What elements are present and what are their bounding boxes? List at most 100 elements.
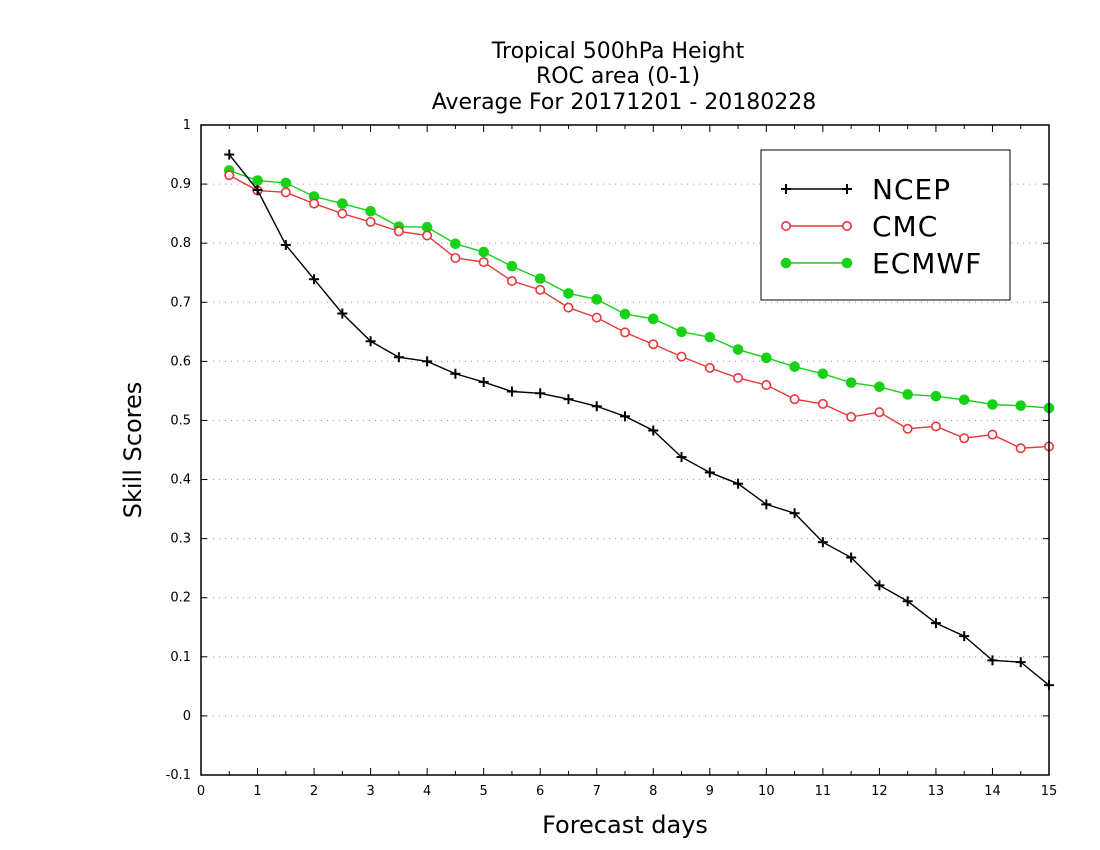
data-point-cmc: [930, 421, 941, 432]
data-point-ncep: [648, 425, 659, 436]
data-point-cmc: [959, 433, 970, 444]
data-point-ncep: [874, 580, 885, 591]
y-tick-label: 0.2: [170, 591, 191, 606]
data-point-cmc: [761, 379, 772, 390]
legend-entry-cmc: CMC: [780, 210, 937, 243]
data-point-ncep: [789, 508, 800, 519]
data-point-ecmwf: [902, 389, 913, 400]
legend-marker-left: [780, 257, 792, 269]
y-tick-label: 0.4: [170, 473, 191, 488]
data-point-ncep: [817, 537, 828, 548]
x-tick-label: 10: [758, 784, 775, 799]
y-tick-label: 0.1: [170, 650, 191, 665]
legend: NCEP CMC ECMWF: [760, 149, 1011, 301]
data-point-cmc: [591, 312, 602, 323]
data-point-cmc: [789, 394, 800, 405]
data-point-cmc: [280, 187, 291, 198]
data-point-ncep: [902, 596, 913, 607]
data-point-ncep: [591, 401, 602, 412]
data-point-cmc: [733, 372, 744, 383]
data-point-ecmwf: [534, 273, 546, 284]
data-point-cmc: [450, 252, 461, 263]
x-tick-label: 11: [815, 784, 832, 799]
data-point-ncep: [422, 356, 433, 367]
data-point-ncep: [535, 388, 546, 399]
data-point-cmc: [422, 230, 433, 241]
x-axis-ticks: 0 1 2 3 4 5 6 7 8 9 10 11 12 13 14 15: [197, 125, 1057, 799]
data-point-ncep: [224, 149, 235, 160]
data-point-ecmwf: [619, 308, 631, 320]
y-tick-label: 0.5: [170, 413, 191, 428]
chart-title-line-1: Tropical 500hPa Height: [491, 39, 745, 64]
x-axis-label: Forecast days: [542, 811, 708, 839]
data-point-cmc: [846, 411, 857, 422]
x-tick-label: 14: [984, 784, 1001, 799]
legend-label-ecmwf: ECMWF: [872, 247, 982, 280]
legend-marker-left: [780, 221, 791, 232]
data-point-ncep: [337, 308, 348, 319]
x-tick-label: 5: [480, 784, 488, 799]
data-point-ecmwf: [252, 175, 263, 186]
data-point-cmc: [619, 327, 630, 338]
x-tick-label: 9: [706, 784, 714, 799]
y-axis-label: Skill Scores: [119, 382, 147, 519]
data-point-cmc: [817, 398, 828, 409]
chart-title-line-3: Average For 20171201 - 20180228: [432, 90, 817, 115]
data-point-ecmwf: [506, 260, 518, 272]
x-tick-label: 4: [423, 784, 431, 799]
legend-marker-right: [841, 257, 853, 269]
x-tick-label: 15: [1041, 784, 1058, 799]
data-point-ecmwf: [930, 390, 942, 402]
y-axis-ticks: -0.1 0 0.1 0.2 0.3 0.4 0.5 0.6 0.7 0.8 0.9 1: [166, 118, 1049, 783]
series-layer: [223, 149, 1055, 691]
y-tick-label: 0: [183, 709, 191, 724]
data-point-ncep: [280, 239, 291, 250]
data-point-ecmwf: [337, 198, 348, 209]
data-point-ecmwf: [365, 205, 376, 217]
data-point-cmc: [506, 275, 517, 286]
series-ncep: [224, 149, 1054, 691]
data-point-cmc: [648, 339, 659, 350]
data-point-cmc: [535, 284, 546, 295]
x-tick-label: 1: [253, 784, 261, 799]
data-point-ncep: [478, 377, 489, 388]
data-point-ncep: [506, 386, 517, 397]
x-tick-label: 13: [928, 784, 945, 799]
y-tick-label: 0.6: [170, 354, 191, 369]
data-point-ncep: [563, 394, 574, 405]
data-point-ecmwf: [591, 294, 603, 305]
chart-title-line-2: ROC area (0-1): [536, 64, 700, 89]
data-point-ecmwf: [647, 313, 659, 325]
data-point-ncep: [252, 185, 263, 195]
data-point-ncep: [704, 467, 715, 478]
x-tick-label: 2: [310, 784, 318, 799]
data-point-cmc: [393, 226, 404, 237]
x-tick-label: 12: [871, 784, 888, 799]
data-point-ecmwf: [1015, 400, 1027, 411]
data-point-ncep: [846, 552, 857, 563]
y-tick-label: 0.8: [170, 236, 191, 251]
data-point-ncep: [676, 452, 687, 463]
data-point-ecmwf: [845, 377, 857, 388]
data-point-ecmwf: [874, 381, 885, 393]
data-point-ncep: [620, 411, 630, 422]
x-tick-label: 8: [649, 784, 657, 799]
data-point-cmc: [902, 423, 913, 434]
data-point-cmc: [874, 407, 885, 418]
data-point-ecmwf: [732, 344, 744, 355]
data-point-ecmwf: [563, 288, 574, 299]
data-point-ncep: [959, 631, 970, 642]
data-point-ncep: [930, 618, 941, 629]
series-cmc: [224, 170, 1055, 454]
x-tick-label: 7: [593, 784, 601, 799]
data-point-ncep: [365, 336, 376, 347]
data-point-cmc: [676, 351, 687, 362]
x-tick-label: 6: [536, 784, 544, 799]
legend-marker-right: [841, 221, 852, 232]
chart-title-block: Tropical 500hPa Height ROC area (0-1) Av…: [432, 39, 817, 115]
legend-marker-left: [781, 184, 791, 194]
x-tick-label: 0: [197, 784, 205, 799]
data-point-ncep: [761, 499, 772, 510]
data-point-cmc: [365, 216, 376, 227]
data-point-ecmwf: [280, 177, 292, 189]
